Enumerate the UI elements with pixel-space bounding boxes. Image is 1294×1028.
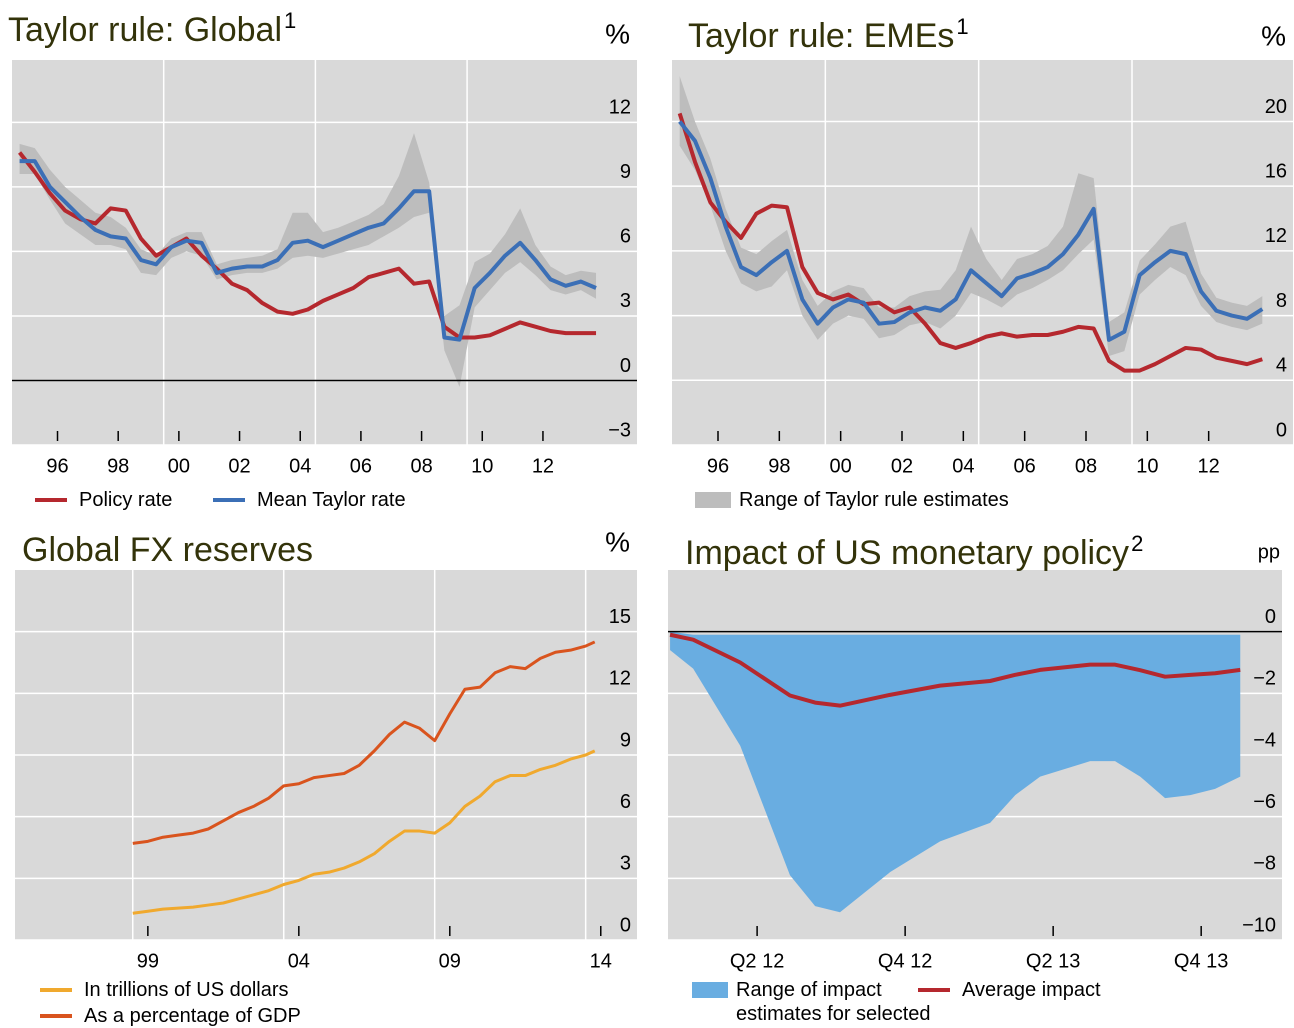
y-tick-label: 12 xyxy=(1265,225,1287,247)
legend-label: Average impact xyxy=(962,979,1101,1001)
x-tick-label: 98 xyxy=(107,455,129,477)
x-tick-label: Q2 13 xyxy=(1026,950,1080,972)
line xyxy=(669,632,1241,708)
legend-label: Range of impact estimates for selected E… xyxy=(736,979,931,1028)
chart-title: Taylor rule: EMEs xyxy=(688,17,954,55)
y-tick-label: 3 xyxy=(620,290,631,312)
x-tick-label: 98 xyxy=(768,455,790,477)
y-tick-label: 0 xyxy=(620,914,631,936)
x-tick-label: Q4 12 xyxy=(878,950,932,972)
legend-item: Range of impact estimates for selected E… xyxy=(736,979,931,1028)
x-tick-label: 02 xyxy=(228,455,250,477)
y-tick-label: 20 xyxy=(1265,96,1287,118)
x-tick-label: 96 xyxy=(707,455,729,477)
legend-label: In trillions of US dollars xyxy=(84,979,289,1001)
y-tick-label: 15 xyxy=(609,606,631,628)
y-tick-label: 12 xyxy=(609,668,631,690)
legend-item: In trillions of US dollars xyxy=(84,979,289,1001)
y-tick-label: 12 xyxy=(609,97,631,119)
y-tick-label: 16 xyxy=(1265,160,1287,182)
x-tick-label: 06 xyxy=(1014,455,1036,477)
line xyxy=(132,640,596,845)
x-tick-label: 08 xyxy=(1075,455,1097,477)
legend-item: As a percentage of GDP xyxy=(84,1005,301,1027)
x-tick-label: 12 xyxy=(532,455,554,477)
x-tick-label: 02 xyxy=(891,455,913,477)
title-note: 1 xyxy=(284,8,296,33)
chart-title: Taylor rule: Global xyxy=(8,11,282,49)
y-tick-label: −4 xyxy=(1253,729,1276,751)
y-tick-label: −10 xyxy=(1242,914,1276,936)
x-tick-label: 14 xyxy=(590,950,612,972)
legend-label: Policy rate xyxy=(79,489,173,511)
x-tick-label: 99 xyxy=(137,950,159,972)
x-tick-label: 10 xyxy=(471,455,493,477)
legend-item: Policy rate xyxy=(79,489,173,511)
unit-label: % xyxy=(605,526,630,557)
legend-label: Range of Taylor rule estimates xyxy=(739,489,1009,511)
y-tick-label: 4 xyxy=(1276,355,1287,377)
x-tick-label: 06 xyxy=(350,455,372,477)
y-tick-label: 9 xyxy=(620,729,631,751)
x-tick-label: Q4 13 xyxy=(1174,950,1228,972)
x-tick-label: 00 xyxy=(168,455,190,477)
legend-item: Mean Taylor rate xyxy=(257,489,406,511)
line xyxy=(132,749,596,915)
legend-item: Average impact xyxy=(962,979,1101,1001)
y-tick-label: −8 xyxy=(1253,853,1276,875)
unit-label: % xyxy=(605,18,630,49)
chart-title: Impact of US monetary policy xyxy=(685,534,1129,572)
unit-label: pp xyxy=(1258,541,1280,563)
y-tick-label: 6 xyxy=(620,791,631,813)
title-note: 1 xyxy=(956,14,968,39)
legend-label: As a percentage of GDP xyxy=(84,1005,301,1027)
y-tick-label: −2 xyxy=(1253,668,1276,690)
x-tick-label: 09 xyxy=(439,950,461,972)
x-tick-label: Q2 12 xyxy=(730,950,784,972)
line xyxy=(678,120,1264,342)
range-band xyxy=(19,133,597,387)
x-tick-label: 12 xyxy=(1198,455,1220,477)
x-tick-label: 00 xyxy=(830,455,852,477)
x-tick-label: 08 xyxy=(410,455,432,477)
line xyxy=(677,112,1263,373)
line xyxy=(18,151,597,340)
y-tick-label: −6 xyxy=(1253,791,1276,813)
legend-label: Mean Taylor rate xyxy=(257,489,406,511)
legend-swatch xyxy=(695,492,731,508)
y-tick-label: −3 xyxy=(608,419,631,441)
y-tick-label: 6 xyxy=(620,226,631,248)
title-note: 2 xyxy=(1131,531,1143,556)
y-tick-label: 9 xyxy=(620,161,631,183)
x-tick-label: 04 xyxy=(289,455,311,477)
x-tick-label: 04 xyxy=(288,950,310,972)
x-tick-label: 96 xyxy=(46,455,68,477)
y-tick-label: 0 xyxy=(1276,419,1287,441)
x-tick-label: 10 xyxy=(1136,455,1158,477)
legend-swatch xyxy=(692,982,728,998)
y-tick-label: 0 xyxy=(1265,606,1276,628)
legend-item: Range of Taylor rule estimates xyxy=(739,489,1009,511)
x-tick-label: 04 xyxy=(952,455,974,477)
chart-title: Global FX reserves xyxy=(22,531,313,569)
y-tick-label: 8 xyxy=(1276,290,1287,312)
y-tick-label: 0 xyxy=(620,355,631,377)
unit-label: % xyxy=(1261,20,1286,51)
line xyxy=(19,159,597,342)
y-tick-label: 3 xyxy=(620,853,631,875)
